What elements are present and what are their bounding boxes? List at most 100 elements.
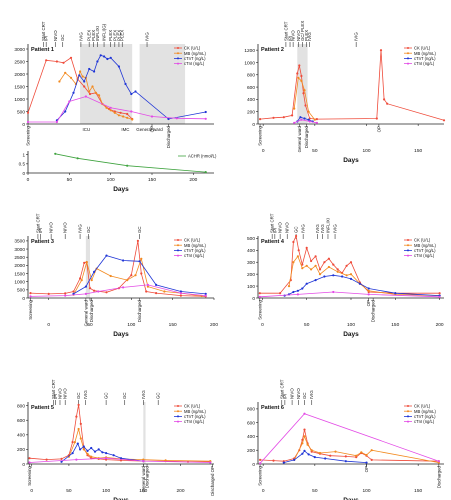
y-tick-label: 100	[247, 284, 255, 290]
data-point	[155, 283, 158, 286]
top-event-label: Start CRT	[51, 379, 56, 399]
panel-title: Patient 1	[31, 47, 54, 53]
data-point	[313, 118, 316, 121]
x-axis-label: Days	[113, 186, 129, 193]
data-point	[345, 274, 348, 277]
data-point	[259, 462, 262, 465]
legend-label: cTnT (ng/L)	[184, 414, 206, 419]
top-event-label: NIVO	[290, 388, 295, 399]
bottom-event-label: OP	[366, 300, 371, 306]
data-point	[365, 461, 368, 464]
top-event-label: Start CRT	[35, 213, 40, 233]
legend-marker	[407, 239, 409, 241]
data-point	[305, 282, 308, 285]
sub-legend-label: ACHR (nmol/L)	[188, 154, 217, 159]
y-tick-label: 1000	[14, 279, 25, 285]
data-point	[140, 272, 143, 275]
legend-label: cTnT (ng/L)	[414, 56, 436, 61]
top-event-label: IPI	[44, 36, 49, 41]
series-line	[73, 257, 202, 297]
y-tick-label: 200	[247, 448, 255, 454]
y-tick-label: 2000	[14, 263, 25, 269]
data-point	[314, 279, 317, 282]
data-point	[303, 412, 306, 415]
legend-marker	[407, 47, 409, 49]
data-point	[155, 292, 158, 295]
x-tick-label: 50	[304, 322, 310, 328]
top-event-label: IPI	[282, 394, 287, 399]
data-point	[85, 261, 88, 264]
bottom-event-label: Screening	[27, 465, 32, 485]
legend-label: MB (ng/mL)	[414, 51, 436, 56]
series-line	[293, 76, 316, 120]
top-event-label: Start CRT	[283, 21, 288, 41]
data-point	[332, 263, 335, 266]
legend-marker	[177, 420, 179, 423]
top-event-label: NIVO	[57, 388, 62, 399]
data-point	[370, 458, 373, 461]
stay-label: ICU	[83, 127, 91, 132]
bottom-event-label: Discharged OP	[210, 466, 215, 496]
top-event-label: GC/ PLEX	[300, 21, 305, 41]
data-point	[204, 110, 207, 114]
x-tick-label: 150	[139, 488, 147, 494]
series-line	[294, 119, 317, 124]
x-tick-label: 150	[414, 488, 422, 494]
data-point	[69, 56, 73, 59]
y-tick-label: 200	[17, 447, 25, 453]
y-tick-label: 200	[247, 109, 255, 115]
sub-y-tick-label: 0	[22, 171, 25, 176]
y-tick-label: 1000	[14, 97, 25, 103]
data-point	[383, 98, 386, 101]
sub-data-point	[54, 152, 57, 155]
top-event-label: NIVO	[291, 30, 296, 41]
data-point	[130, 274, 133, 277]
data-point	[358, 282, 361, 285]
data-point	[64, 292, 67, 295]
data-point	[303, 435, 306, 438]
data-point	[344, 460, 347, 463]
legend-label: cTnI (ng/L)	[184, 419, 205, 424]
top-event-label: PLEX	[87, 30, 92, 41]
legend-marker	[177, 410, 179, 413]
data-point	[272, 116, 275, 119]
data-point	[72, 290, 75, 293]
data-point	[45, 59, 48, 62]
data-point	[96, 60, 99, 63]
data-point	[64, 71, 67, 74]
data-point	[29, 295, 32, 298]
x-tick-label: 0	[261, 322, 264, 328]
shaded-period	[139, 44, 186, 124]
data-point	[301, 442, 304, 445]
data-point	[55, 60, 59, 63]
data-point	[93, 270, 96, 273]
series-line	[288, 255, 440, 296]
data-point	[75, 415, 78, 418]
data-point	[299, 116, 302, 119]
data-point	[109, 106, 112, 109]
bottom-event-label: Discharged	[89, 299, 94, 322]
y-tick-label: 0	[22, 122, 25, 128]
data-point	[77, 403, 80, 406]
x-tick-label: 150	[148, 177, 156, 183]
data-point	[26, 111, 30, 114]
x-tick-label: 100	[107, 177, 115, 183]
legend-label: CK (U/L)	[414, 404, 431, 409]
data-point	[310, 268, 313, 271]
top-event-label: GC	[104, 392, 109, 399]
data-point	[379, 49, 383, 52]
data-point	[296, 289, 299, 292]
data-point	[349, 273, 353, 276]
x-axis-label: Days	[113, 331, 129, 338]
data-point	[83, 85, 86, 88]
data-point	[88, 67, 91, 71]
data-point	[122, 259, 125, 262]
data-point	[79, 277, 82, 280]
legend-marker	[407, 52, 409, 55]
bottom-event-label: Discharged	[166, 125, 171, 148]
bottom-event-label: Screening	[28, 299, 33, 319]
shaded-period	[80, 44, 133, 124]
panel-title: Patient 4	[261, 239, 285, 245]
top-event-label: GC	[156, 392, 161, 399]
data-point	[279, 292, 282, 295]
